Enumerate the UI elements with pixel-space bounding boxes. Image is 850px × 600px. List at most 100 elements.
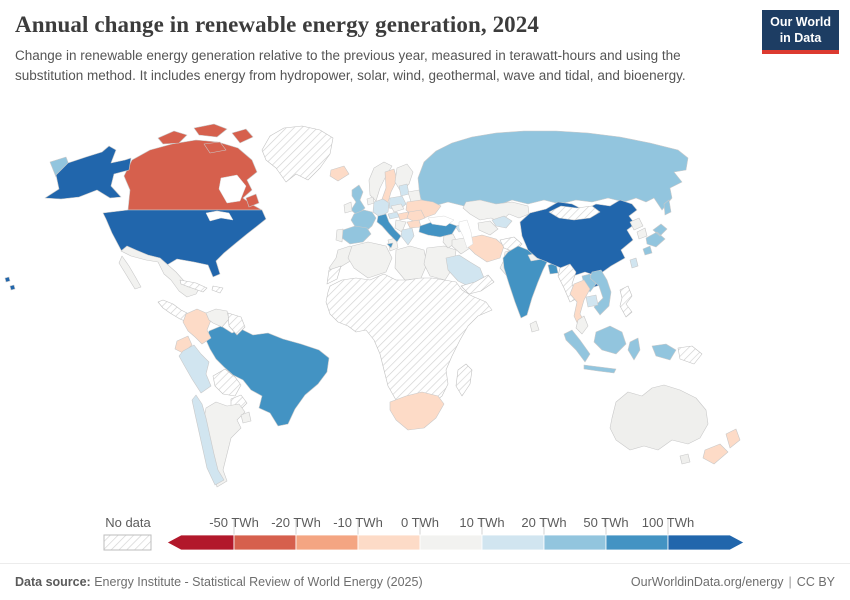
country-mexico-baja[interactable] — [118, 255, 142, 290]
country-cambodia[interactable] — [585, 294, 599, 308]
country-bolivia[interactable] — [212, 368, 242, 397]
owid-logo[interactable]: Our World in Data — [762, 10, 839, 55]
country-greece[interactable] — [400, 227, 415, 246]
legend-tick-label: -10 TWh — [333, 515, 383, 530]
country-spain[interactable] — [341, 225, 372, 245]
country-south-africa[interactable] — [389, 391, 445, 431]
country-libya[interactable] — [394, 245, 428, 281]
country-finland[interactable] — [394, 163, 414, 193]
footer-links: OurWorldinData.org/energy | CC BY — [631, 575, 835, 589]
country-ireland[interactable] — [343, 201, 353, 214]
country-baltics[interactable] — [398, 183, 410, 197]
legend-tick-label: 100 TWh — [642, 515, 695, 530]
country-usa-alaska[interactable] — [44, 145, 132, 200]
country-madagascar[interactable] — [455, 363, 473, 397]
country-south-korea[interactable] — [636, 227, 648, 240]
owid-logo-line1: Our World — [770, 15, 831, 29]
legend-bin-5[interactable] — [481, 534, 545, 551]
legend-no-data-label: No data — [105, 515, 151, 530]
country-peru[interactable] — [178, 344, 212, 394]
legend-bin-3[interactable] — [357, 534, 421, 551]
country-japan[interactable] — [642, 223, 668, 256]
country-canada[interactable] — [123, 139, 263, 211]
footer: Data source: Energy Institute - Statisti… — [0, 563, 850, 600]
owid-url-link[interactable]: OurWorldinData.org/energy — [630, 575, 784, 589]
country-vietnam[interactable] — [589, 269, 612, 316]
country-turkmenistan[interactable] — [477, 220, 499, 236]
country-kazakhstan[interactable] — [462, 199, 530, 223]
country-taiwan[interactable] — [629, 257, 639, 269]
country-cuba[interactable] — [179, 279, 208, 293]
country-canada-island-2[interactable] — [193, 123, 228, 138]
legend-tick-label: -50 TWh — [209, 515, 259, 530]
country-portugal[interactable] — [335, 228, 344, 243]
license-link[interactable]: CC BY — [796, 575, 835, 589]
country-brazil[interactable] — [205, 325, 330, 427]
country-papua-new-guinea[interactable] — [677, 345, 703, 365]
legend-bin-4[interactable] — [419, 534, 483, 551]
header: Annual change in renewable energy genera… — [15, 12, 750, 85]
data-source: Data source: Energy Institute - Statisti… — [15, 575, 423, 589]
map-legend: No data -50 TWh -20 TWh -10 TWh 0 TWh 10… — [103, 515, 745, 551]
country-usa[interactable] — [102, 209, 267, 278]
country-hispaniola[interactable] — [211, 285, 224, 294]
country-philippines[interactable] — [619, 285, 633, 318]
chart-subtitle: Change in renewable energy generation re… — [15, 48, 686, 83]
country-malaysia[interactable] — [575, 315, 589, 335]
country-germany[interactable] — [372, 198, 390, 218]
country-guyana[interactable] — [227, 312, 246, 336]
country-canada-island-1[interactable] — [157, 130, 188, 145]
country-western-sahara[interactable] — [326, 265, 342, 285]
country-venezuela[interactable] — [205, 308, 230, 328]
country-greenland[interactable] — [261, 125, 334, 183]
legend-bin-0[interactable] — [166, 534, 235, 551]
legend-bin-6[interactable] — [543, 534, 607, 551]
legend-bin-2[interactable] — [295, 534, 359, 551]
country-sweden[interactable] — [380, 168, 398, 207]
country-iran[interactable] — [466, 234, 505, 263]
country-algeria[interactable] — [347, 241, 393, 279]
legend-bin-1[interactable] — [233, 534, 297, 551]
legend-tick-label: 10 TWh — [459, 515, 504, 530]
data-source-label: Data source: — [15, 575, 91, 589]
country-bulgaria[interactable] — [406, 219, 422, 229]
country-sri-lanka[interactable] — [529, 320, 540, 333]
country-romania[interactable] — [406, 209, 426, 223]
caspian-sea — [458, 219, 474, 249]
country-russia[interactable] — [417, 130, 689, 211]
country-yemen-oman[interactable] — [460, 274, 495, 295]
country-benelux[interactable] — [366, 196, 375, 206]
country-canada-newfoundland[interactable] — [245, 193, 260, 208]
country-chile[interactable] — [191, 394, 225, 486]
legend-tick-label: 20 TWh — [521, 515, 566, 530]
great-lakes — [205, 210, 234, 222]
legend-no-data-swatch[interactable] — [103, 534, 152, 551]
country-canada-island-4[interactable] — [203, 141, 227, 154]
country-indonesia[interactable] — [563, 325, 677, 374]
country-egypt[interactable] — [423, 245, 457, 281]
country-mongolia[interactable] — [548, 205, 601, 221]
country-australia[interactable] — [609, 384, 709, 451]
country-usa-hawaii[interactable] — [4, 276, 16, 291]
data-source-text: Energy Institute - Statistical Review of… — [94, 575, 423, 589]
country-north-korea[interactable] — [629, 217, 644, 231]
world-map — [4, 123, 741, 488]
legend-tick-label: 50 TWh — [583, 515, 628, 530]
country-russia-sakhalin[interactable] — [663, 199, 672, 216]
country-italy[interactable] — [376, 213, 402, 249]
legend-tick-label: -20 TWh — [271, 515, 321, 530]
country-czechia[interactable] — [390, 203, 405, 213]
legend-bin-8[interactable] — [667, 534, 745, 551]
country-uzbekistan[interactable] — [491, 215, 513, 229]
country-iceland[interactable] — [329, 165, 350, 182]
country-austria[interactable] — [387, 211, 400, 220]
country-new-zealand[interactable] — [702, 428, 741, 465]
country-colombia[interactable] — [182, 308, 212, 345]
country-australia-tasmania[interactable] — [679, 453, 691, 465]
owid-logo-line2: in Data — [779, 30, 822, 45]
legend-bin-7[interactable] — [605, 534, 669, 551]
country-canada-island-3[interactable] — [231, 128, 254, 144]
country-uruguay[interactable] — [240, 411, 252, 424]
page-title: Annual change in renewable energy genera… — [15, 12, 539, 37]
